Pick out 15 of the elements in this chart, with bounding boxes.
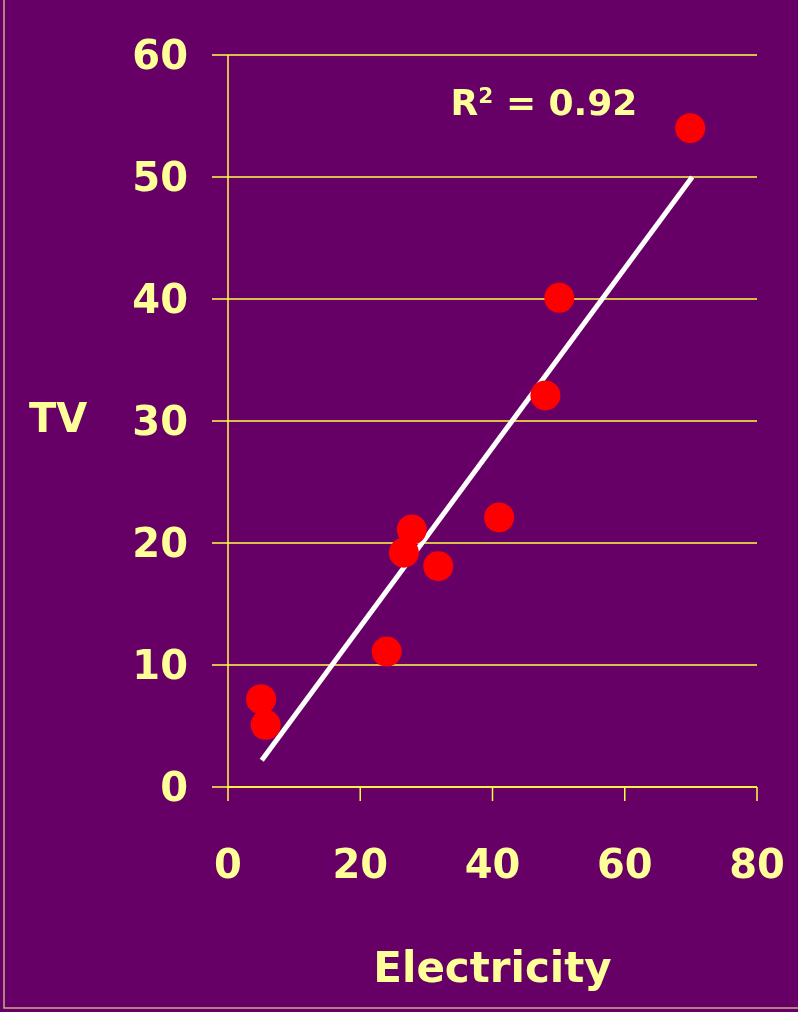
y-tick-label: 0: [160, 764, 188, 810]
x-axis-title: Electricity: [373, 943, 612, 992]
x-tick-label: 80: [729, 841, 785, 887]
x-tick-label: 40: [464, 841, 521, 887]
y-tick-label: 10: [132, 642, 188, 688]
x-tick-label: 20: [332, 841, 389, 887]
annotation: R$^{2}$ = 0.92: [450, 82, 638, 123]
x-tick-label: 0: [214, 841, 242, 887]
y-tick-label: 60: [132, 32, 188, 78]
y-tick-label: 20: [132, 520, 188, 566]
y-axis-title: TV: [28, 395, 88, 441]
y-tick-label: 30: [132, 398, 188, 444]
y-tick-label: 50: [132, 154, 188, 200]
x-tick-label: 60: [596, 841, 653, 887]
y-tick-label: 40: [132, 276, 188, 322]
